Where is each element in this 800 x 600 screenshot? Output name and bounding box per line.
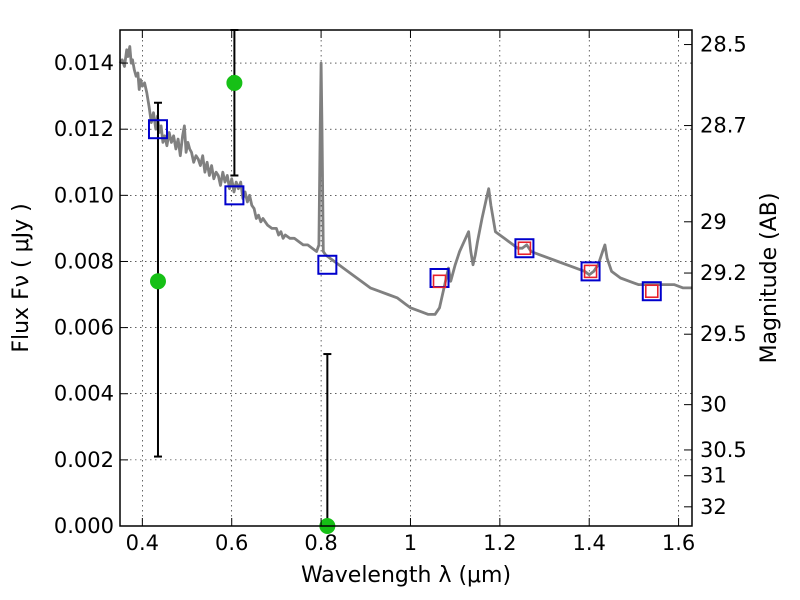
photometry-markers [147,74,662,534]
y-axis-label: Flux Fν ( μJy ) [9,203,34,352]
x-tick-label: 1.6 [662,531,695,555]
y-tick-labels: 0.000 0.002 0.004 0.006 0.008 0.010 0.012 0.014 [54,51,114,538]
y2-axis-label: Magnitude (AB) [757,193,782,364]
grid-lines [120,30,692,527]
y2-tick-label: 30 [700,393,727,417]
alt-flux-point [226,74,243,91]
y2-tick-label: 30.5 [700,438,747,462]
y2-tick-label: 32 [700,495,727,519]
y2-tick-label: 28.5 [700,33,747,57]
model-spectrum [118,45,692,316]
y-tick-label: 0.008 [54,249,114,273]
y2-tick-labels: 28.5 28.7 29 29.2 29.5 30 30.531 32 [700,33,747,519]
observed-flux-marker [514,238,535,259]
model-flux-marker [583,264,598,279]
model-flux-marker [517,241,532,256]
model-flux-marker [644,284,659,299]
observed-flux-marker [317,254,338,275]
plot-frame [119,29,693,527]
y2-tick-label: 31 [700,464,727,488]
axis-ticks [120,30,692,527]
x-tick-label: 1 [404,531,417,555]
x-tick-label: 0.6 [215,531,248,555]
x-axis-label: Wavelength λ (μm) [301,563,511,588]
y-tick-label: 0.002 [54,448,114,472]
y-tick-label: 0.010 [54,183,114,207]
y2-tick-label: 29 [700,210,727,234]
x-tick-label: 1.2 [483,531,516,555]
observed-flux-marker [641,281,662,302]
y2-tick-label: 29.5 [700,322,747,346]
y-tick-label: 0.014 [54,51,114,75]
alt-flux-point [149,273,166,290]
x-tick-label: 1.4 [573,531,606,555]
observed-flux-marker [147,119,168,140]
observed-flux-marker [580,261,601,282]
y2-tick-label: 29.2 [700,261,747,285]
y-tick-label: 0.006 [54,316,114,340]
model-flux-marker [432,274,447,289]
observed-flux-marker [224,185,245,206]
y-tick-label: 0.004 [54,382,114,406]
x-tick-label: 0.4 [126,531,159,555]
error-bars [153,29,332,527]
x-tick-label: 0.8 [304,531,337,555]
y-tick-label: 0.012 [54,117,114,141]
y2-tick-label: 28.7 [700,114,747,138]
model-spectrum-line [118,45,692,316]
y-tick-label: 0.000 [54,514,114,538]
x-tick-labels: 0.4 0.6 0.8 1 1.2 1.4 1.6 [126,531,696,555]
